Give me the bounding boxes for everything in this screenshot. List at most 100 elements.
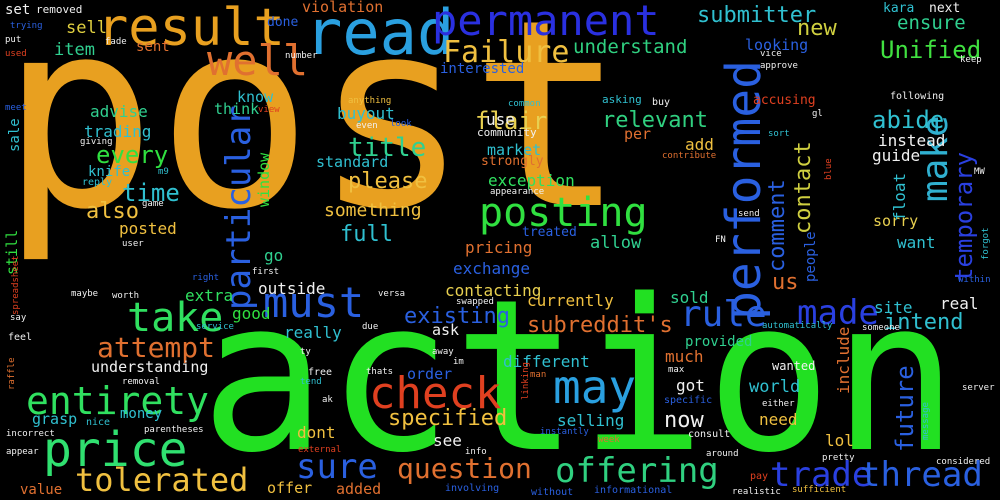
word-go: go [264, 246, 284, 265]
word-worth: worth [112, 291, 140, 301]
word-removal: removal [122, 377, 160, 387]
word-tend: tend [300, 377, 322, 387]
word-treated: treated [522, 225, 577, 240]
word-pay: pay [750, 471, 769, 482]
word-looking: looking [745, 36, 809, 54]
word-understand: understand [573, 36, 688, 58]
word-maybe: maybe [71, 289, 99, 299]
word-guide: guide [872, 146, 921, 165]
word-include: include [834, 326, 853, 394]
word-specific: specific [664, 395, 713, 406]
word-ask: ask [432, 321, 460, 339]
word-nice: nice [86, 417, 111, 428]
word-involving: involving [445, 483, 500, 494]
word-thats: thats [366, 367, 394, 377]
word-keep: keep [960, 55, 982, 65]
word-every: every [96, 141, 169, 169]
word-relevant: relevant [602, 108, 708, 133]
word-ty: ty [300, 347, 311, 357]
word-question: question [397, 452, 532, 485]
word-got: got [676, 376, 705, 395]
word-wanted: wanted [772, 359, 816, 373]
word-appear: appear [6, 447, 39, 457]
word-look: look [390, 119, 412, 129]
word-vice: vice [760, 49, 782, 59]
word-please: please [348, 169, 428, 194]
word-interested: interested [440, 61, 525, 77]
word-gl: gl [812, 109, 823, 119]
word-existing: existing [404, 304, 510, 329]
word-raffle: raffle [7, 357, 17, 390]
word-use: use [486, 110, 515, 129]
word-community: community [477, 126, 537, 139]
word-good: good [232, 304, 271, 323]
word-something: something [324, 200, 422, 221]
word-forgot: forgot [981, 227, 991, 260]
word-money: money [120, 406, 163, 422]
word-world: world [749, 377, 801, 397]
word-buy: buy [652, 97, 671, 108]
word-unified: Unified [880, 36, 982, 64]
word-dont: dont [297, 423, 336, 442]
word-within: within [958, 275, 991, 285]
word-new: new [797, 16, 837, 41]
word-pretty: pretty [822, 453, 855, 463]
word-message: message [921, 402, 931, 440]
word-add: add [685, 135, 714, 154]
word-real: real [940, 294, 979, 313]
word-sale: sale [7, 118, 23, 152]
word-server: server [962, 383, 995, 393]
word-exception: exception [488, 171, 575, 190]
word-incorrect: incorrect [6, 429, 55, 439]
word-read: read [305, 0, 455, 69]
word-window: window [255, 152, 273, 207]
word-done: done [267, 15, 299, 30]
word-instantly: instantly [540, 427, 589, 437]
word-action: action [200, 254, 959, 499]
word-really: really [284, 323, 342, 342]
word-float: float [890, 172, 909, 221]
word-market: market [487, 141, 542, 159]
word-item: item [54, 40, 95, 60]
word-even: even [356, 121, 378, 131]
word-want: want [897, 233, 936, 252]
word-m9: m9 [158, 167, 169, 177]
word-added: added [336, 480, 382, 498]
word-away: away [432, 347, 454, 357]
word-must: must [263, 278, 365, 327]
word-rule: rule [680, 294, 767, 335]
word-trying: trying [10, 21, 43, 31]
word-common: common [508, 99, 541, 109]
word-thread: thread [860, 455, 983, 495]
word-someone: someone [862, 323, 900, 333]
word-informational: informational [594, 485, 673, 496]
word-grasp: grasp [32, 410, 78, 428]
word-linking: linking [521, 362, 531, 400]
word-value: value [20, 482, 63, 498]
word-title: title [348, 133, 427, 163]
word-subreddits: subreddit's [527, 313, 673, 338]
word-blue: blue [824, 158, 834, 180]
word-contacting: contacting [445, 281, 542, 300]
word-feel: feel [8, 332, 33, 343]
word-consult: consult [688, 429, 731, 440]
word-take: take [127, 295, 224, 341]
word-service: service [196, 322, 234, 332]
word-result: result [97, 0, 285, 58]
word-contact: contact [791, 141, 816, 234]
word-attempt: attempt [97, 331, 216, 364]
word-now: now [664, 408, 704, 433]
word-posting: posting [479, 190, 648, 236]
word-site: site [874, 298, 913, 317]
word-info: info [465, 447, 487, 457]
word-entirety: entirety [26, 379, 210, 423]
word-asking: asking [602, 93, 642, 106]
word-automatically: automatically [762, 321, 833, 331]
word-comment: comment [765, 179, 790, 272]
word-offering: offering [555, 451, 719, 491]
word-user: user [122, 239, 144, 249]
word-made: made [797, 293, 879, 333]
word-giving: giving [80, 137, 113, 147]
word-order: order [407, 365, 453, 383]
word-selling: selling [557, 411, 625, 430]
